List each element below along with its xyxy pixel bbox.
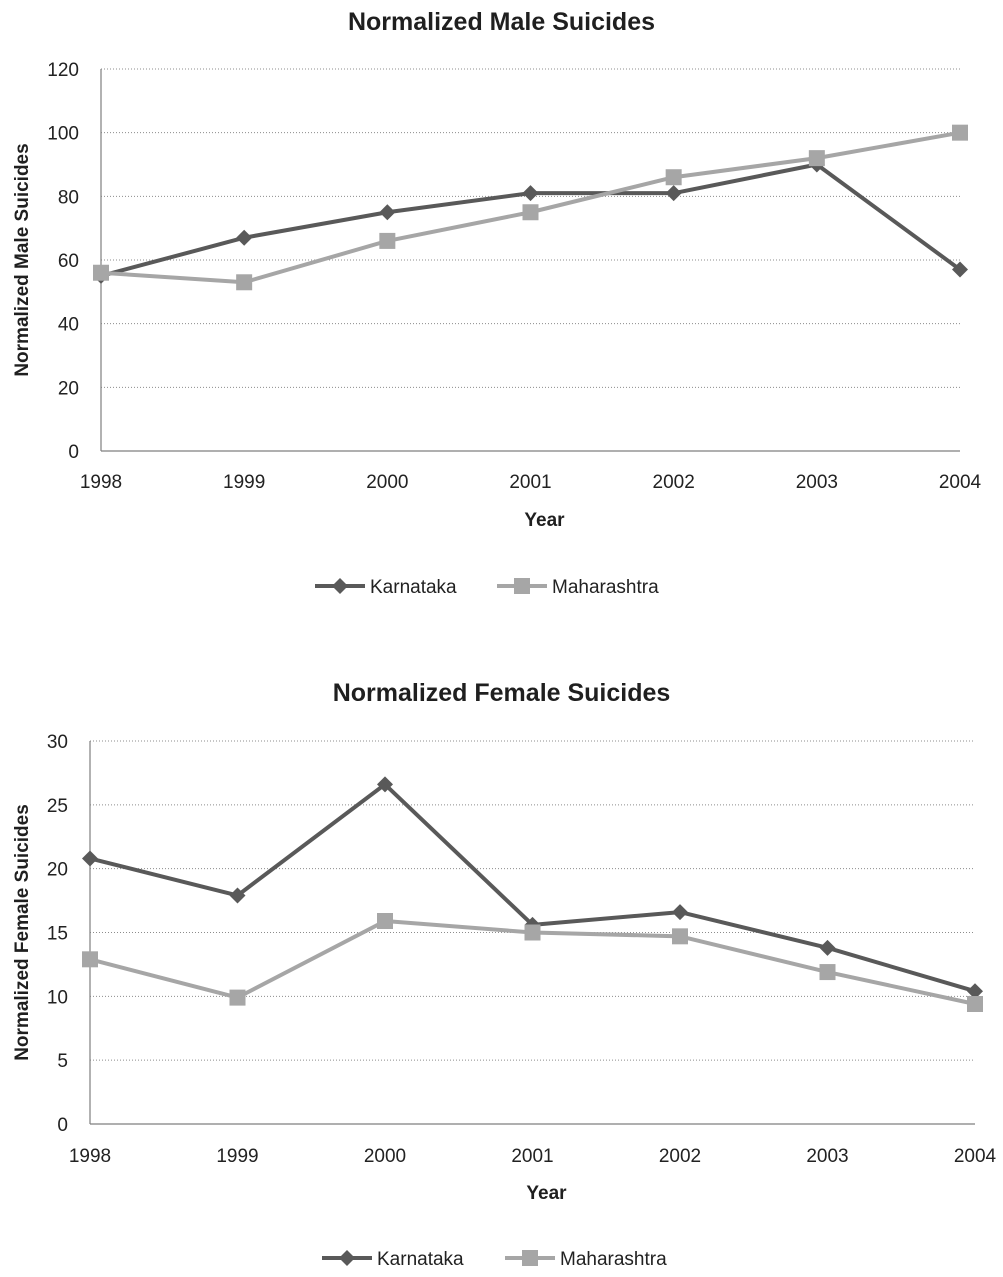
female-y-tick-label-20: 20 — [47, 860, 68, 881]
female-suicides-chart: Normalized Female Suicides 0 5 10 15 20 25 30 19… — [0, 640, 1003, 1272]
female-series-karnataka-point-2003 — [819, 939, 836, 956]
female-chart-title: Normalized Female Suicides — [333, 679, 671, 707]
male-y-tick-label-0: 0 — [68, 442, 79, 463]
male-x-tick-label-1998: 1998 — [80, 472, 122, 493]
male-legend-maharashtra-marker — [514, 578, 530, 594]
female-y-axis-title: Normalized Female Suicides — [12, 804, 33, 1061]
male-legend-karnataka-marker — [332, 578, 348, 594]
female-suicides-chart-svg: Normalized Female Suicides 0 5 10 15 20 25 30 19… — [12, 679, 997, 1270]
male-chart-title: Normalized Male Suicides — [348, 8, 655, 36]
male-x-tick-label-1999: 1999 — [223, 472, 265, 493]
male-series-maharashtra-point-1998 — [93, 264, 109, 281]
female-legend-maharashtra-label: Maharashtra — [560, 1249, 667, 1270]
male-series-maharashtra-point-2001 — [522, 204, 539, 221]
male-series-karnataka-point-2000 — [379, 204, 396, 221]
male-series-karnataka-point-2002 — [665, 185, 682, 202]
female-series-maharashtra-point-1998 — [82, 951, 98, 968]
female-x-tick-label-1999: 1999 — [216, 1146, 258, 1167]
male-x-tick-label-2003: 2003 — [796, 472, 838, 493]
female-series-maharashtra-point-2001 — [524, 924, 541, 941]
female-y-tick-label-15: 15 — [47, 924, 68, 945]
female-series-maharashtra-point-2004 — [967, 995, 983, 1012]
female-y-tick-label-10: 10 — [47, 987, 68, 1008]
male-series-karnataka-point-2001 — [522, 185, 539, 202]
female-series-maharashtra-point-2003 — [819, 964, 836, 981]
female-series-karnataka-point-2000 — [377, 776, 393, 793]
male-series-maharashtra-point-2004 — [952, 124, 968, 141]
female-y-tick-label-30: 30 — [47, 732, 68, 753]
male-series-maharashtra-point-2000 — [379, 232, 396, 249]
male-y-tick-label-40: 40 — [58, 315, 79, 336]
female-legend-karnataka-marker — [339, 1250, 355, 1266]
female-y-tick-label-0: 0 — [57, 1115, 68, 1136]
male-x-tick-label-2000: 2000 — [366, 472, 408, 493]
male-x-tick-label-2002: 2002 — [653, 472, 695, 493]
male-legend-karnataka-label: Karnataka — [370, 577, 457, 598]
female-series-karnataka-point-2004 — [967, 983, 983, 1000]
male-legend-maharashtra-label: Maharashtra — [552, 577, 659, 598]
male-y-tick-label-80: 80 — [58, 187, 79, 208]
female-series-karnataka-point-1999 — [229, 887, 246, 904]
female-y-tick-label-25: 25 — [47, 796, 68, 817]
female-series-maharashtra-point-2000 — [377, 913, 393, 930]
female-series-karnataka-line — [89, 782, 976, 994]
female-series-maharashtra-point-1999 — [229, 989, 246, 1006]
male-series-maharashtra-point-2003 — [808, 150, 825, 167]
female-y-tick-label-5: 5 — [57, 1051, 68, 1072]
male-series-maharashtra-point-1999 — [236, 274, 253, 291]
female-x-tick-label-2001: 2001 — [511, 1146, 553, 1167]
female-series-karnataka-point-1998 — [82, 850, 98, 867]
male-x-tick-label-2001: 2001 — [509, 472, 551, 493]
female-x-tick-label-1998: 1998 — [69, 1146, 111, 1167]
male-x-axis-title: Year — [524, 510, 565, 531]
male-x-tick-label-2004: 2004 — [939, 472, 982, 493]
female-legend-karnataka-label: Karnataka — [377, 1249, 464, 1270]
male-series-karnataka-point-1999 — [236, 229, 253, 246]
female-x-tick-label-2004: 2004 — [954, 1146, 997, 1167]
female-x-tick-label-2000: 2000 — [364, 1146, 406, 1167]
male-y-tick-label-60: 60 — [58, 251, 79, 272]
male-y-tick-label-100: 100 — [47, 124, 79, 145]
male-y-tick-label-20: 20 — [58, 378, 79, 399]
female-x-axis-title: Year — [526, 1183, 567, 1204]
male-y-axis-title: Normalized Male Suicides — [12, 143, 33, 376]
male-series-maharashtra-point-2002 — [665, 169, 682, 186]
male-y-tick-label-120: 120 — [47, 60, 79, 81]
female-x-tick-label-2003: 2003 — [806, 1146, 848, 1167]
male-series-karnataka-point-2004 — [952, 261, 968, 278]
female-x-tick-label-2002: 2002 — [659, 1146, 701, 1167]
female-series-karnataka-point-2002 — [672, 904, 688, 921]
male-suicides-chart-svg: Normalized Male Suicides 0 20 40 60 80 100 120 1… — [12, 8, 982, 598]
female-series-maharashtra-point-2002 — [672, 928, 688, 945]
male-suicides-chart: Normalized Male Suicides 0 20 40 60 80 100 120 1… — [0, 0, 1003, 632]
female-legend-maharashtra-marker — [522, 1250, 538, 1266]
